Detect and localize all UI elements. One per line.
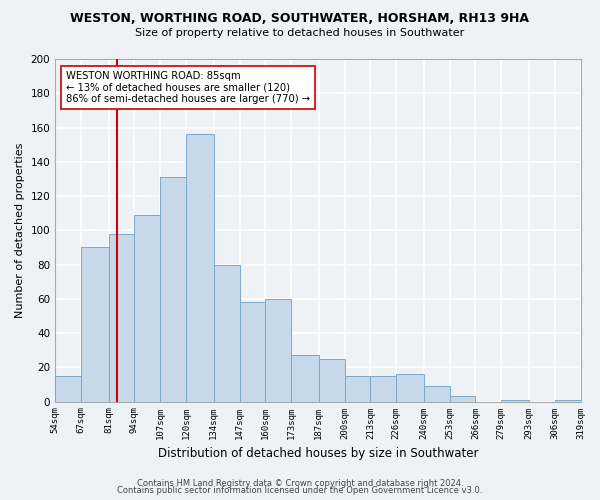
X-axis label: Distribution of detached houses by size in Southwater: Distribution of detached houses by size … xyxy=(158,447,478,460)
Bar xyxy=(501,400,529,402)
Bar xyxy=(186,134,214,402)
Bar xyxy=(291,356,319,402)
Bar xyxy=(214,264,239,402)
Bar xyxy=(396,374,424,402)
Bar xyxy=(319,358,344,402)
Y-axis label: Number of detached properties: Number of detached properties xyxy=(15,142,25,318)
Text: Contains HM Land Registry data © Crown copyright and database right 2024.: Contains HM Land Registry data © Crown c… xyxy=(137,478,463,488)
Bar xyxy=(555,400,581,402)
Text: WESTON WORTHING ROAD: 85sqm
← 13% of detached houses are smaller (120)
86% of se: WESTON WORTHING ROAD: 85sqm ← 13% of det… xyxy=(65,71,310,104)
Text: Size of property relative to detached houses in Southwater: Size of property relative to detached ho… xyxy=(136,28,464,38)
Bar xyxy=(81,248,109,402)
Text: WESTON, WORTHING ROAD, SOUTHWATER, HORSHAM, RH13 9HA: WESTON, WORTHING ROAD, SOUTHWATER, HORSH… xyxy=(71,12,530,26)
Bar xyxy=(160,177,186,402)
Bar xyxy=(239,302,265,402)
Bar xyxy=(424,386,449,402)
Bar xyxy=(134,215,160,402)
Text: Contains public sector information licensed under the Open Government Licence v3: Contains public sector information licen… xyxy=(118,486,482,495)
Bar xyxy=(265,299,291,402)
Bar xyxy=(344,376,370,402)
Bar xyxy=(55,376,81,402)
Bar xyxy=(449,396,475,402)
Bar xyxy=(370,376,396,402)
Bar xyxy=(109,234,134,402)
